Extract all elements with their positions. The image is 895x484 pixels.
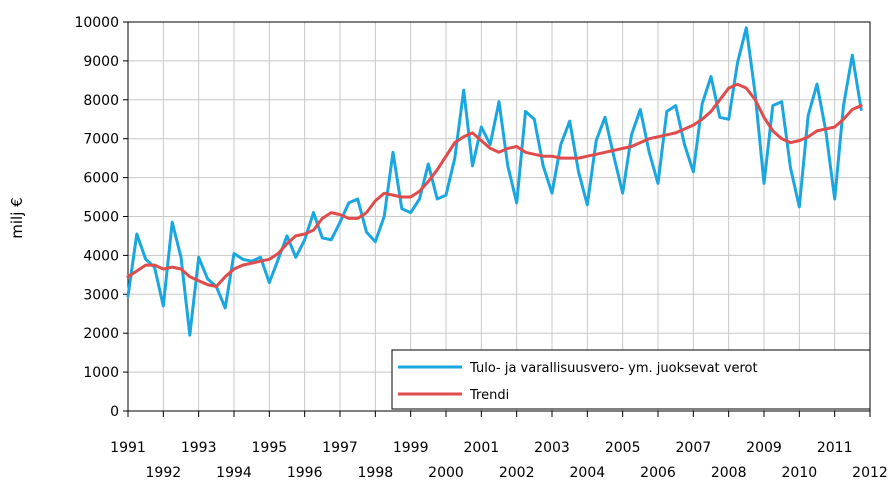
y-axis-title: milj €: [8, 197, 26, 238]
x-tick-label: 2007: [676, 440, 712, 456]
x-tick-label: 2004: [570, 465, 606, 481]
series-lines: [126, 26, 863, 337]
x-tick-label: 2009: [746, 440, 782, 456]
y-tick-label: 2000: [83, 326, 119, 342]
legend-label-trendi: Trendi: [469, 388, 509, 403]
x-tick-label: 2000: [428, 465, 464, 481]
y-tick-label: 0: [110, 404, 119, 420]
x-tick-label: 2010: [782, 465, 818, 481]
x-tick-label: 2002: [499, 465, 535, 481]
y-tick-label: 10000: [74, 15, 119, 31]
x-tick-label: 1997: [322, 440, 358, 456]
x-tick-label: 2011: [817, 440, 853, 456]
x-tick-label: 1995: [252, 440, 288, 456]
x-tick-label: 1991: [110, 440, 146, 456]
x-tick-label: 1998: [358, 465, 394, 481]
x-axis: 1991 1993 1995 1997 1999 2001 2003 2005 2007 2009…: [110, 411, 888, 481]
x-tick-label: 2012: [852, 465, 888, 481]
y-axis: 0 1000 2000 3000 4000 5000 6000 7000 8000 9000 100…: [74, 15, 128, 420]
x-tick-label: 1999: [393, 440, 429, 456]
x-tick-label: 1993: [181, 440, 217, 456]
y-tick-label: 4000: [83, 248, 119, 264]
y-tick-label: 7000: [83, 132, 119, 148]
y-tick-label: 9000: [83, 54, 119, 70]
x-tick-label: 2006: [640, 465, 676, 481]
legend-box: [391, 349, 871, 410]
x-tick-label: 2001: [464, 440, 500, 456]
legend-label-tulo: Tulo- ja varallisuusvero- ym. juoksevat …: [469, 361, 758, 376]
series-line-tulo: [126, 26, 863, 337]
x-tick-label: 1994: [216, 465, 252, 481]
y-tick-label: 3000: [83, 287, 119, 303]
y-tick-label: 8000: [83, 93, 119, 109]
series-line-trendi: [126, 82, 863, 288]
x-tick-label: 2003: [534, 440, 570, 456]
x-tick-label: 2005: [605, 440, 641, 456]
legend: Tulo- ja varallisuusvero- ym. juoksevat …: [391, 349, 871, 410]
x-tick-label: 1996: [287, 465, 323, 481]
x-tick-label: 2008: [711, 465, 747, 481]
x-tick-label: 1992: [146, 465, 182, 481]
y-tick-label: 1000: [83, 365, 119, 381]
y-tick-label: 6000: [83, 171, 119, 187]
y-tick-label: 5000: [83, 210, 119, 226]
